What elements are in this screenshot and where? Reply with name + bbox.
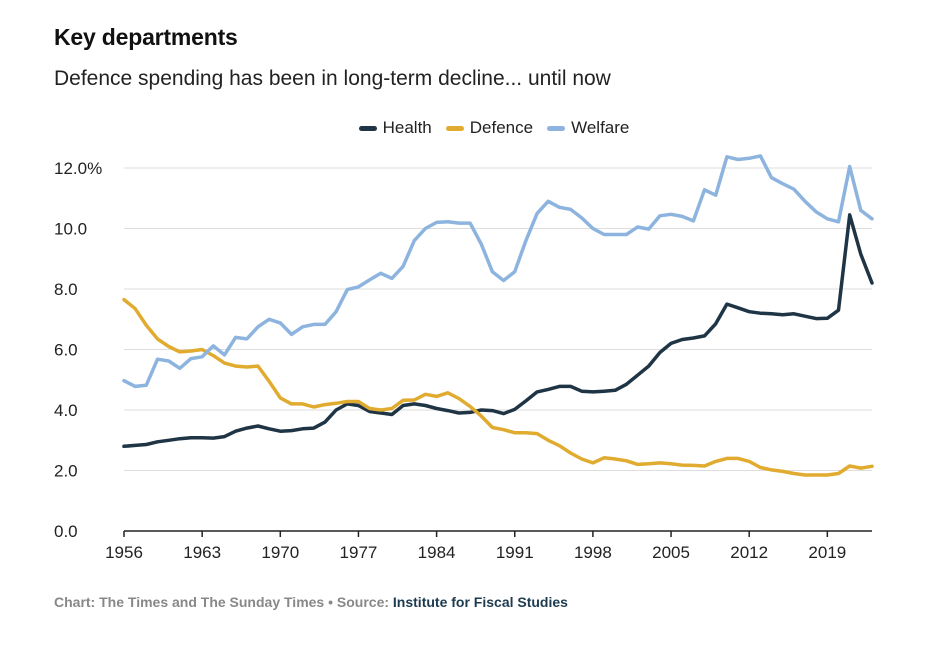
x-tick-label: 2012 <box>730 543 768 562</box>
series-layer <box>122 154 874 477</box>
x-tick-label: 2019 <box>808 543 846 562</box>
legend-label-health: Health <box>382 118 432 137</box>
legend-label-welfare: Welfare <box>571 118 630 137</box>
x-tick-label: 1998 <box>574 543 612 562</box>
chart-footer: Chart: The Times and The Sunday Times • … <box>54 594 568 610</box>
chart-subtitle: Defence spending has been in long-term d… <box>54 67 611 90</box>
x-tick-label: 1956 <box>105 543 143 562</box>
source-prefix: Source: <box>336 594 390 610</box>
footer-separator: • <box>328 594 334 610</box>
legend-item-defence: Defence <box>445 118 534 138</box>
legend-swatch-defence <box>445 125 464 131</box>
grid-layer <box>124 167 872 471</box>
x-tick-label: 1963 <box>183 543 221 562</box>
legend-swatch-health <box>358 125 377 131</box>
x-tick-label: 1991 <box>496 543 534 562</box>
series-line-health <box>122 213 874 449</box>
series-line-defence <box>122 297 874 477</box>
series-line-welfare <box>122 154 874 389</box>
y-tick-label: 8.0 <box>54 280 78 299</box>
y-tick-label: 0.0 <box>54 522 78 541</box>
x-tick-label: 2005 <box>652 543 690 562</box>
chart-title: Key departments <box>54 24 238 50</box>
legend-item-welfare: Welfare <box>547 118 629 138</box>
x-tick-label: 1977 <box>340 543 378 562</box>
chart-credit: Chart: The Times and The Sunday Times <box>54 594 325 610</box>
axis-layer: 0.0 2.0 4.0 6.0 8.0 10.0 12.0% 1956 1963 1970 1977… <box>54 159 872 562</box>
legend-swatch-welfare <box>547 125 566 131</box>
chart-legend: Health Defence Welfare <box>0 118 936 138</box>
source-link[interactable]: Institute for Fiscal Studies <box>392 594 568 610</box>
x-tick-label: 1984 <box>418 543 456 562</box>
x-tick-label: 1970 <box>261 543 299 562</box>
legend-label-defence: Defence <box>469 118 534 137</box>
legend-item-health: Health <box>358 118 432 138</box>
y-tick-label: 10.0 <box>54 220 87 239</box>
y-tick-label: 2.0 <box>54 462 78 481</box>
y-tick-label: 6.0 <box>54 341 78 360</box>
y-tick-label: 4.0 <box>54 401 78 420</box>
y-tick-label: 12.0% <box>54 159 102 178</box>
